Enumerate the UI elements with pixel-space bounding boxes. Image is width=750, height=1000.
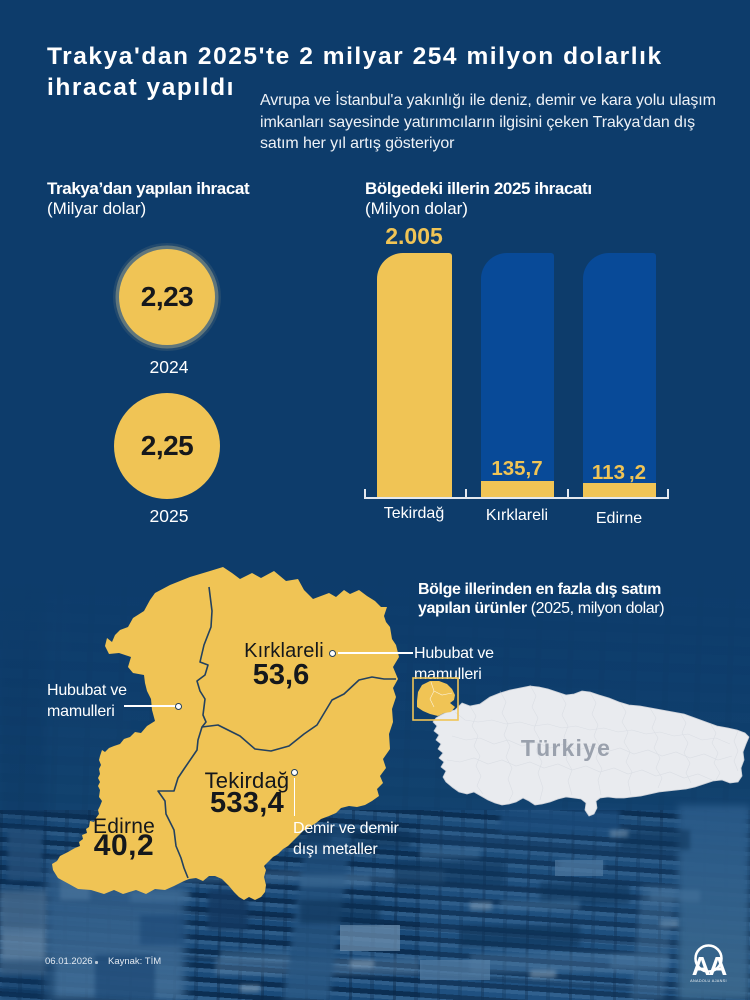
svg-text:Türkiye: Türkiye	[521, 735, 611, 761]
svg-text:AA: AA	[692, 951, 728, 981]
svg-text:ANADOLU AJANSI: ANADOLU AJANSI	[690, 979, 727, 983]
